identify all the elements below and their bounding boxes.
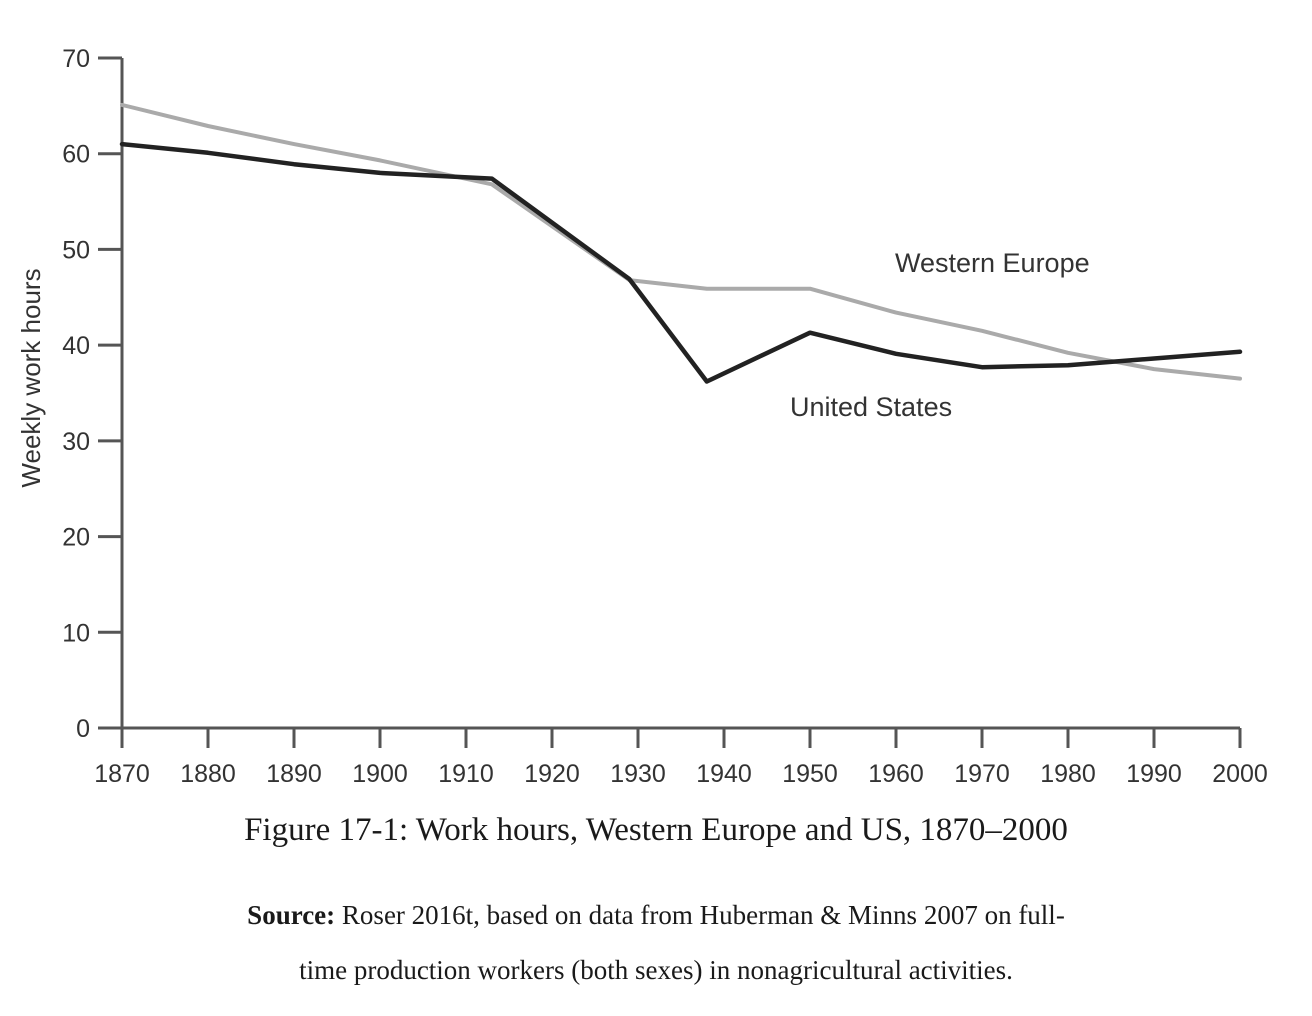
y-tick-label: 70	[62, 45, 90, 73]
y-tick-label: 30	[62, 428, 90, 456]
x-tick-label: 1950	[782, 760, 838, 788]
x-tick-label: 1990	[1126, 760, 1182, 788]
figure-caption: Figure 17-1: Work hours, Western Europe …	[244, 812, 1068, 848]
x-tick-label: 1900	[352, 760, 408, 788]
axes: 0 10 20 30 40 50 60 70 1870 1880 1890 1900 1910 1920 1…	[62, 45, 1268, 788]
y-tick-label: 60	[62, 141, 90, 169]
source-note: Source: Roser 2016t, based on data from …	[0, 888, 1312, 998]
source-text-1: Roser 2016t, based on data from Huberman…	[341, 900, 1065, 930]
source-line-1: Source: Roser 2016t, based on data from …	[0, 888, 1312, 943]
series-label-united-states: United States	[790, 392, 952, 422]
y-tick-label: 10	[62, 619, 90, 647]
source-text-2: time production workers (both sexes) in …	[299, 955, 1013, 985]
x-tick-label: 1890	[266, 760, 322, 788]
source-label: Source:	[247, 900, 336, 930]
x-tick-label: 1910	[438, 760, 494, 788]
y-tick-label: 40	[62, 332, 90, 360]
y-tick-label: 0	[76, 715, 90, 743]
x-tick-label: 1980	[1040, 760, 1096, 788]
x-tick-label: 1870	[94, 760, 150, 788]
x-tick-label: 1960	[868, 760, 924, 788]
x-tick-label: 1940	[696, 760, 752, 788]
x-tick-label: 1930	[610, 760, 666, 788]
x-tick-label: 2000	[1212, 760, 1268, 788]
series-line-united-states	[119, 141, 1243, 384]
series-label-western-europe: Western Europe	[895, 248, 1090, 278]
y-axis-title: Weekly work hours	[16, 268, 46, 487]
series-lines	[119, 102, 1243, 384]
x-tick-label: 1920	[524, 760, 580, 788]
x-tick-label: 1880	[180, 760, 236, 788]
series-line-western-europe	[120, 102, 1242, 381]
x-tick-label: 1970	[954, 760, 1010, 788]
y-tick-label: 50	[62, 236, 90, 264]
y-tick-label: 20	[62, 524, 90, 552]
work-hours-chart: 0 10 20 30 40 50 60 70 1870 1880 1890 1900 1910 1920 1…	[16, 45, 1268, 788]
